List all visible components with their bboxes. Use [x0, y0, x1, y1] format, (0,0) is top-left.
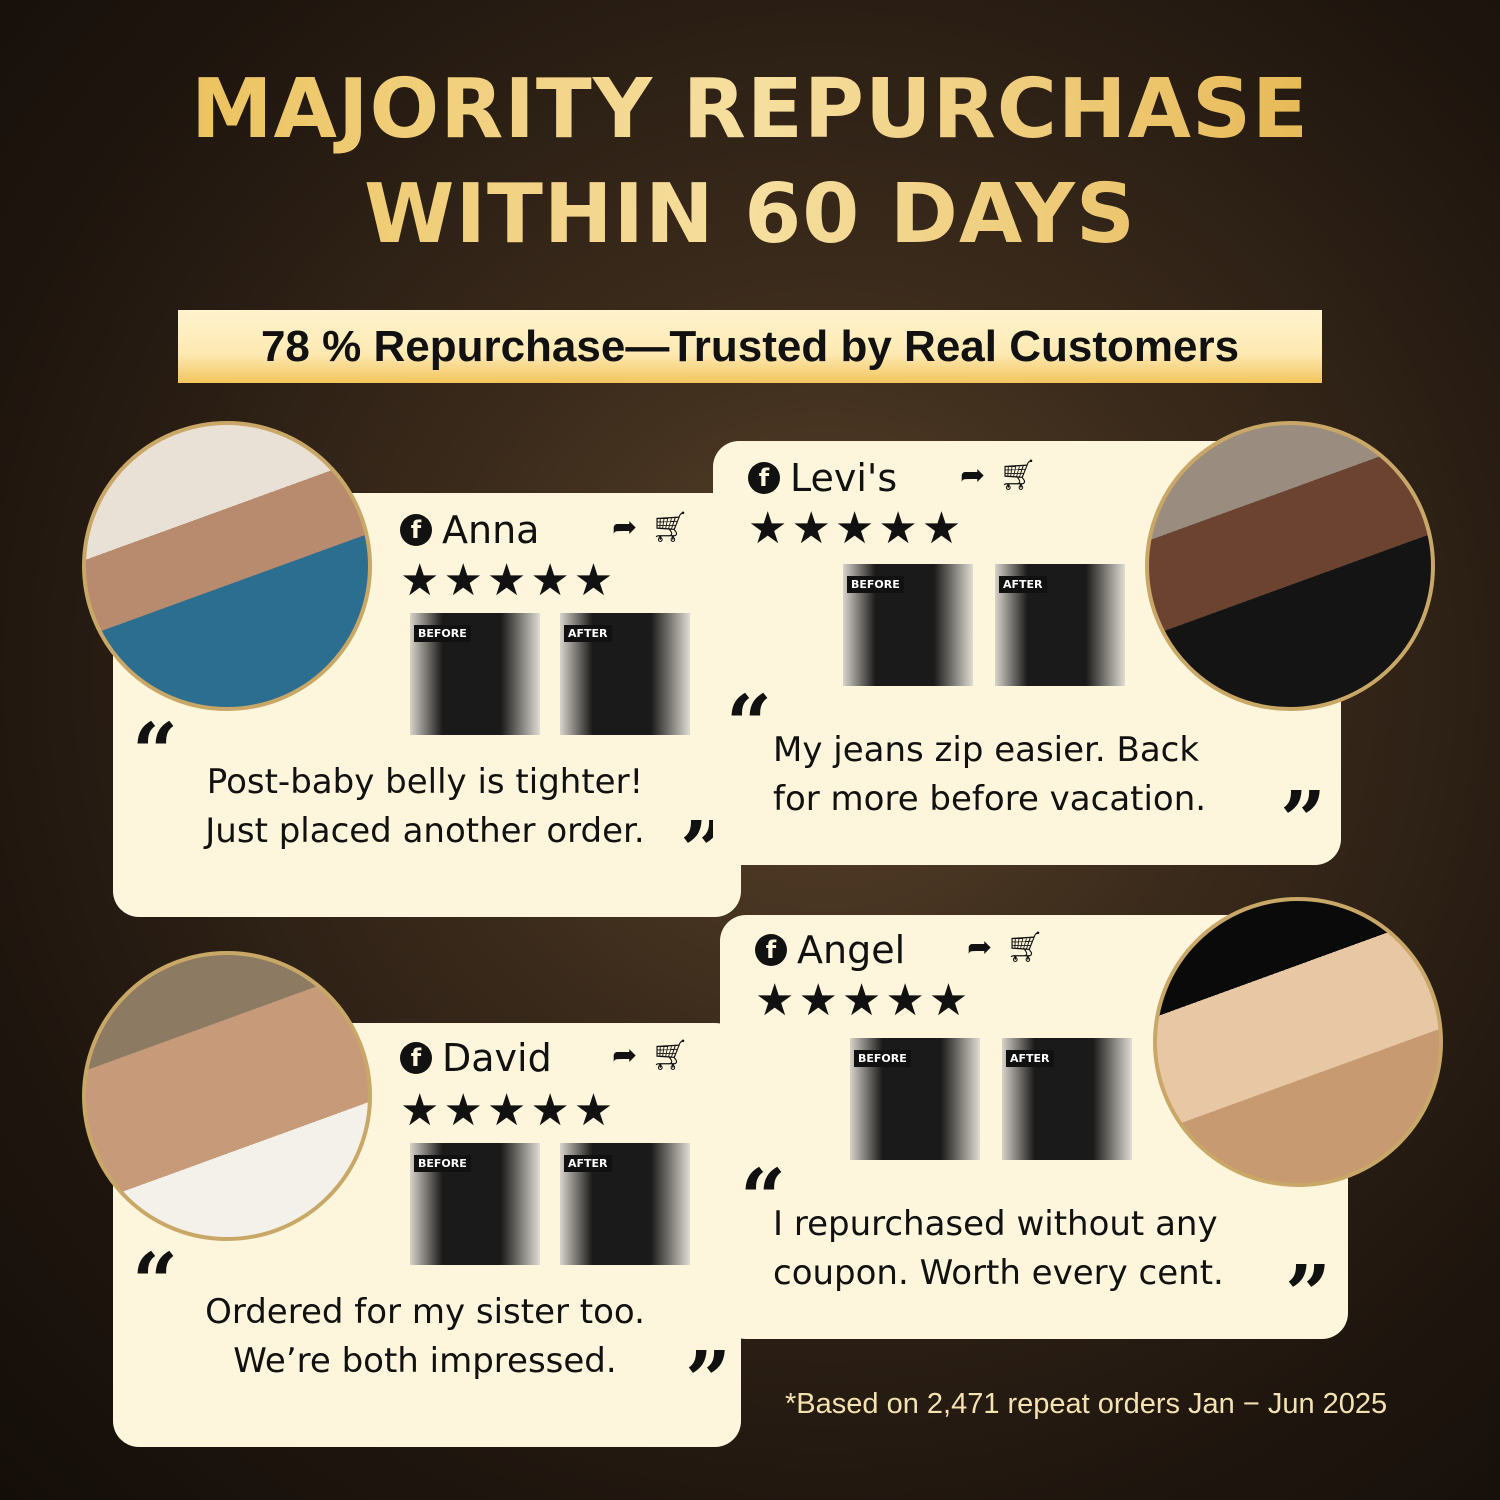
before-photo: BEFORE — [843, 564, 973, 686]
review-quote: Post-baby belly is tighter! Just placed … — [180, 758, 670, 856]
reviewer-name: Anna — [442, 508, 540, 552]
share-icon[interactable]: ➦ — [612, 510, 638, 545]
reviewer-header: f Angel — [755, 928, 905, 972]
facebook-icon: f — [400, 1042, 432, 1074]
cart-icon[interactable]: 🛒︎ — [1006, 930, 1045, 965]
quote-line: My jeans zip easier. Back — [773, 730, 1200, 770]
after-photo: AFTER — [995, 564, 1125, 686]
quote-line: coupon. Worth every cent. — [773, 1253, 1224, 1293]
quote-line: Ordered for my sister too. — [205, 1292, 645, 1332]
before-label: BEFORE — [414, 1155, 471, 1172]
after-label: AFTER — [564, 625, 612, 642]
close-quote-mark: ” — [1285, 1247, 1332, 1341]
review-actions: ➦ 🛒︎ — [612, 1038, 689, 1073]
open-quote-mark: “ — [740, 1151, 787, 1245]
after-label: AFTER — [564, 1155, 612, 1172]
quote-line: Just placed another order. — [205, 811, 645, 851]
quote-line: Post-baby belly is tighter! — [206, 762, 644, 802]
open-quote-mark: “ — [726, 677, 773, 771]
after-label: AFTER — [999, 576, 1047, 593]
headline-line-2: WITHIN 60 DAYS — [0, 167, 1500, 262]
star-rating: ★★★★★ — [748, 503, 966, 554]
after-photo: AFTER — [560, 613, 690, 735]
cart-icon[interactable]: 🛒︎ — [651, 1038, 690, 1073]
reviewer-header: f David — [400, 1036, 552, 1080]
reviewer-name: Angel — [797, 928, 906, 972]
footnote: *Based on 2,471 repeat orders Jan − Jun … — [785, 1388, 1388, 1420]
review-quote: My jeans zip easier. Back for more befor… — [773, 726, 1293, 824]
review-actions: ➦ 🛒︎ — [612, 510, 689, 545]
facebook-icon: f — [755, 934, 787, 966]
cart-icon[interactable]: 🛒︎ — [651, 510, 690, 545]
star-rating: ★★★★★ — [755, 975, 973, 1026]
share-icon[interactable]: ➦ — [960, 458, 986, 493]
share-icon[interactable]: ➦ — [967, 930, 993, 965]
before-photo: BEFORE — [410, 1143, 540, 1265]
before-label: BEFORE — [847, 576, 904, 593]
cart-icon[interactable]: 🛒︎ — [999, 458, 1038, 493]
reviewer-avatar — [82, 951, 372, 1241]
repurchase-banner: 78 % Repurchase—Trusted by Real Customer… — [178, 310, 1322, 383]
reviewer-avatar — [82, 421, 372, 711]
reviewer-name: Levi's — [790, 456, 898, 500]
reviewer-name: David — [442, 1036, 552, 1080]
reviewer-header: f Levi's — [748, 456, 897, 500]
facebook-icon: f — [400, 514, 432, 546]
before-photo: BEFORE — [410, 613, 540, 735]
review-quote: Ordered for my sister too. We’re both im… — [170, 1288, 680, 1386]
star-rating: ★★★★★ — [400, 1085, 618, 1136]
after-photo: AFTER — [1002, 1038, 1132, 1160]
open-quote-mark: “ — [132, 1235, 179, 1329]
reviewer-header: f Anna — [400, 508, 539, 552]
after-label: AFTER — [1006, 1050, 1054, 1067]
review-quote: I repurchased without any coupon. Worth … — [773, 1200, 1303, 1298]
after-photo: AFTER — [560, 1143, 690, 1265]
close-quote-mark: ” — [1280, 773, 1327, 867]
close-quote-mark: ” — [685, 1333, 732, 1427]
quote-line: for more before vacation. — [773, 779, 1207, 819]
facebook-icon: f — [748, 462, 780, 494]
open-quote-mark: “ — [132, 705, 179, 799]
reviewer-avatar — [1145, 421, 1435, 711]
before-photo: BEFORE — [850, 1038, 980, 1160]
quote-line: We’re both impressed. — [233, 1341, 617, 1381]
share-icon[interactable]: ➦ — [612, 1038, 638, 1073]
review-actions: ➦ 🛒︎ — [967, 930, 1044, 965]
before-label: BEFORE — [414, 625, 471, 642]
before-label: BEFORE — [854, 1050, 911, 1067]
review-actions: ➦ 🛒︎ — [960, 458, 1037, 493]
reviewer-avatar — [1153, 897, 1443, 1187]
star-rating: ★★★★★ — [400, 555, 618, 606]
headline-line-1: MAJORITY REPURCHASE — [0, 62, 1500, 157]
quote-line: I repurchased without any — [773, 1204, 1218, 1244]
